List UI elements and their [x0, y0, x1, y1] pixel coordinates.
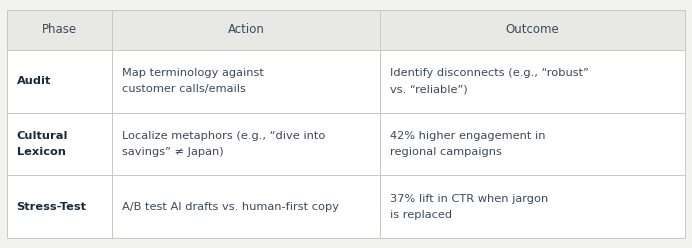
Bar — [7, 113, 685, 175]
Text: A/B test AI drafts vs. human-first copy: A/B test AI drafts vs. human-first copy — [122, 202, 338, 212]
Text: Stress-Test: Stress-Test — [17, 202, 87, 212]
Text: 37% lift in CTR when jargon
is replaced: 37% lift in CTR when jargon is replaced — [390, 194, 548, 219]
Text: Localize metaphors (e.g., “dive into
savings” ≠ Japan): Localize metaphors (e.g., “dive into sav… — [122, 131, 325, 157]
Text: Outcome: Outcome — [506, 23, 559, 36]
Text: Map terminology against
customer calls/emails: Map terminology against customer calls/e… — [122, 68, 264, 94]
Text: Phase: Phase — [42, 23, 77, 36]
Text: Identify disconnects (e.g., “robust”
vs. “reliable”): Identify disconnects (e.g., “robust” vs.… — [390, 68, 588, 94]
Bar — [7, 50, 685, 113]
Text: Audit: Audit — [17, 76, 51, 86]
Text: 42% higher engagement in
regional campaigns: 42% higher engagement in regional campai… — [390, 131, 545, 157]
Text: Action: Action — [228, 23, 264, 36]
Bar — [7, 10, 685, 50]
Text: Cultural
Lexicon: Cultural Lexicon — [17, 131, 68, 157]
Bar — [7, 175, 685, 238]
